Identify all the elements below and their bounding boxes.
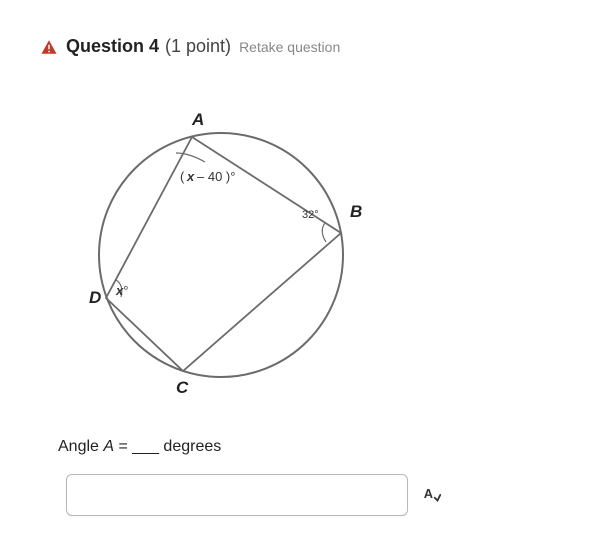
svg-text:x°: x° (115, 283, 128, 298)
question-header: Question 4 (1 point) Retake question (40, 36, 556, 57)
question-points: (1 point) (165, 36, 231, 57)
vertex-label-b: B (350, 202, 362, 221)
angle-label-b: 32° (302, 209, 326, 242)
angle-label-a: ( x – 40 )° (176, 153, 235, 184)
prompt-suffix: = ___ degrees (114, 438, 221, 455)
svg-text:A: A (424, 486, 433, 501)
vertex-label-d: D (89, 288, 101, 307)
prompt-variable: A (103, 438, 114, 455)
warning-icon (40, 38, 58, 56)
angle-label-d: x° (115, 280, 128, 298)
prompt-text: Angle A = ___ degrees (58, 438, 556, 456)
svg-text:32°: 32° (302, 209, 319, 221)
question-container: Question 4 (1 point) Retake question A B… (0, 0, 596, 556)
question-title: Question 4 (66, 36, 159, 57)
svg-text:x: x (186, 169, 195, 184)
answer-input[interactable] (66, 474, 408, 516)
prompt-prefix: Angle (58, 438, 103, 455)
retake-question-link[interactable]: Retake question (239, 39, 340, 55)
geometry-diagram: A B C D ( x – 40 )° 32° x° (76, 85, 556, 410)
rich-text-toggle-icon[interactable]: A (420, 483, 444, 507)
answer-row: A (66, 474, 556, 516)
vertex-label-c: C (176, 378, 189, 397)
vertex-label-a: A (191, 110, 204, 129)
svg-text:(: ( (180, 169, 185, 184)
svg-text:– 40 )°: – 40 )° (197, 169, 235, 184)
